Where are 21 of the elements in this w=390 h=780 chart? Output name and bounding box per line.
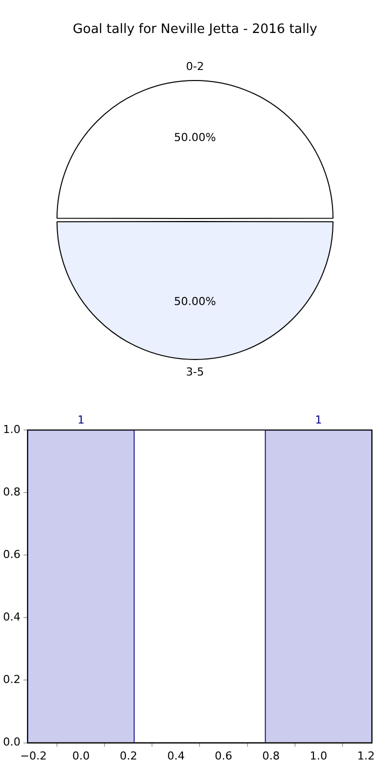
data-label: 1	[77, 413, 84, 426]
x-tick-label: 0.8	[262, 749, 280, 762]
data-label: 50.00%	[174, 130, 216, 144]
x-tick-label: 0.4	[167, 749, 185, 762]
y-tick-label: 0.6	[2, 548, 20, 561]
x-tick-label: −0.2	[20, 749, 47, 762]
slice-label: 3-5	[186, 366, 204, 379]
x-tick-label: 0.6	[214, 749, 232, 762]
x-tick-label: 1.2	[357, 749, 375, 762]
y-tick-label: 0.4	[2, 610, 20, 624]
y-tick-label: 0.2	[2, 673, 20, 686]
x-tick-label: 0.2	[120, 749, 138, 762]
slice-label: 0-2	[186, 60, 204, 73]
data-label: 1	[315, 413, 322, 426]
data-label: 50.00%	[174, 294, 216, 308]
chart-title: Goal tally for Neville Jetta - 2016 tally	[72, 21, 318, 39]
y-tick-label: 1.0	[2, 422, 20, 436]
x-tick-label: 0.0	[72, 749, 90, 762]
y-tick-label: 0.0	[2, 736, 20, 749]
y-tick-label: 0.8	[2, 485, 20, 498]
x-tick-label: 1.0	[310, 749, 328, 762]
